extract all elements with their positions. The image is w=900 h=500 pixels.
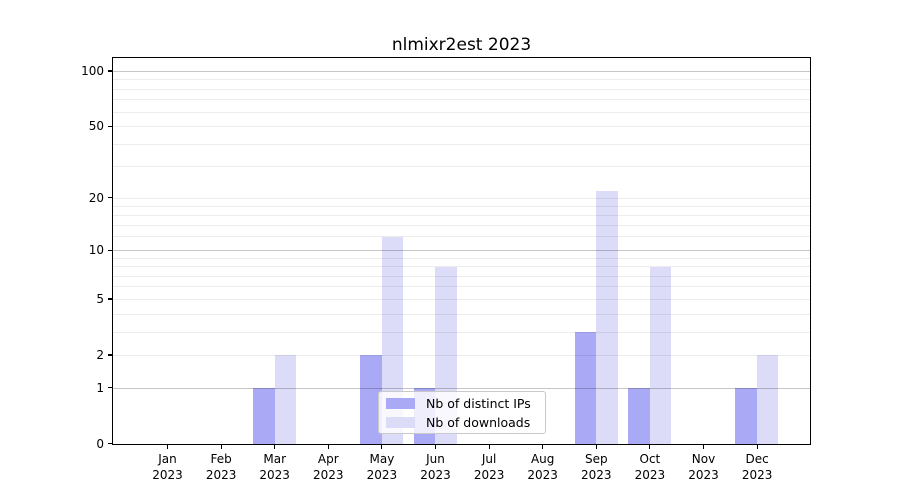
legend-item-distinct-ips: Nb of distinct IPs: [386, 396, 545, 411]
minor-gridline: [113, 99, 810, 101]
minor-gridline: [113, 125, 810, 127]
x-tick-label: Aug 2023: [527, 452, 558, 482]
y-tick-mark: [108, 443, 112, 445]
legend: Nb of distinct IPs Nb of downloads: [378, 391, 546, 434]
x-tick-mark: [434, 445, 437, 449]
y-tick-mark: [108, 70, 112, 72]
x-tick-label: Oct 2023: [634, 452, 666, 482]
minor-gridline: [113, 354, 810, 356]
minor-gridline: [113, 286, 810, 288]
x-tick-mark: [166, 445, 169, 449]
x-tick-label: Feb 2023: [205, 452, 237, 482]
y-tick-mark: [108, 125, 112, 127]
x-tick-label: Nov 2023: [688, 452, 719, 482]
x-tick-mark: [274, 445, 276, 449]
x-tick-label: Dec 2023: [741, 452, 773, 482]
bar-downloads-dec: [756, 355, 779, 444]
x-tick-label: Apr 2023: [313, 452, 344, 482]
minor-gridline: [113, 197, 810, 199]
legend-label-distinct-ips: Nb of distinct IPs: [426, 395, 531, 411]
plot-area: [112, 57, 811, 445]
bar-downloads-sep: [596, 190, 618, 444]
minor-gridline: [113, 111, 810, 113]
minor-gridline: [113, 275, 810, 277]
grid-layer: [113, 58, 810, 444]
x-tick-mark: [595, 445, 597, 449]
minor-gridline: [113, 331, 810, 333]
x-tick-mark: [649, 445, 651, 449]
y-tick-label: 5: [96, 292, 104, 307]
bar-distinct-ips-may: [360, 355, 382, 444]
minor-gridline: [113, 143, 810, 145]
minor-gridline: [113, 88, 810, 90]
y-tick-mark: [108, 298, 112, 300]
y-tick-mark: [108, 197, 112, 199]
minor-gridline: [113, 266, 810, 268]
minor-gridline: [113, 313, 810, 315]
x-tick-label: Jan 2023: [152, 452, 183, 482]
legend-label-downloads: Nb of downloads: [426, 414, 531, 430]
major-gridline: [113, 249, 810, 251]
y-tick-label: 20: [88, 190, 104, 205]
minor-gridline: [113, 166, 810, 168]
x-tick-label: Mar 2023: [259, 452, 290, 482]
chart-title: nlmixr2est 2023: [391, 35, 532, 55]
bar-distinct-ips-mar: [253, 388, 275, 444]
minor-gridline: [113, 236, 810, 238]
y-tick-label: 50: [88, 119, 104, 134]
x-tick-mark: [381, 445, 383, 449]
x-tick-mark: [220, 445, 222, 449]
x-tick-label: May 2023: [366, 452, 398, 482]
legend-swatch-downloads: [386, 416, 415, 428]
y-tick-label: 1: [96, 380, 104, 395]
y-tick-label: 10: [88, 243, 104, 258]
minor-gridline: [113, 224, 810, 226]
bar-distinct-ips-oct: [628, 388, 650, 444]
y-tick-label: 0: [96, 436, 104, 451]
y-tick-label: 2: [96, 348, 104, 363]
y-tick-mark: [108, 354, 112, 356]
x-tick-mark: [756, 445, 758, 449]
major-gridline: [113, 387, 810, 389]
x-tick-label: Jun 2023: [420, 452, 451, 482]
major-gridline: [113, 70, 810, 72]
legend-item-downloads: Nb of downloads: [386, 415, 545, 430]
y-tick-label: 100: [81, 63, 104, 78]
minor-gridline: [113, 298, 810, 300]
minor-gridline: [113, 257, 810, 259]
legend-swatch-distinct-ips: [386, 397, 415, 409]
y-tick-mark: [108, 249, 112, 251]
x-tick-mark: [702, 445, 705, 449]
x-tick-label: Sep 2023: [581, 452, 612, 482]
minor-gridline: [113, 205, 810, 207]
x-tick-mark: [488, 445, 490, 449]
x-tick-mark: [327, 445, 329, 449]
y-tick-mark: [108, 387, 112, 389]
minor-gridline: [113, 79, 810, 81]
x-tick-label: Jul 2023: [473, 452, 505, 482]
x-tick-mark: [542, 445, 544, 449]
bar-distinct-ips-dec: [735, 388, 757, 444]
minor-gridline: [113, 214, 810, 216]
bar-downloads-mar: [274, 355, 296, 444]
